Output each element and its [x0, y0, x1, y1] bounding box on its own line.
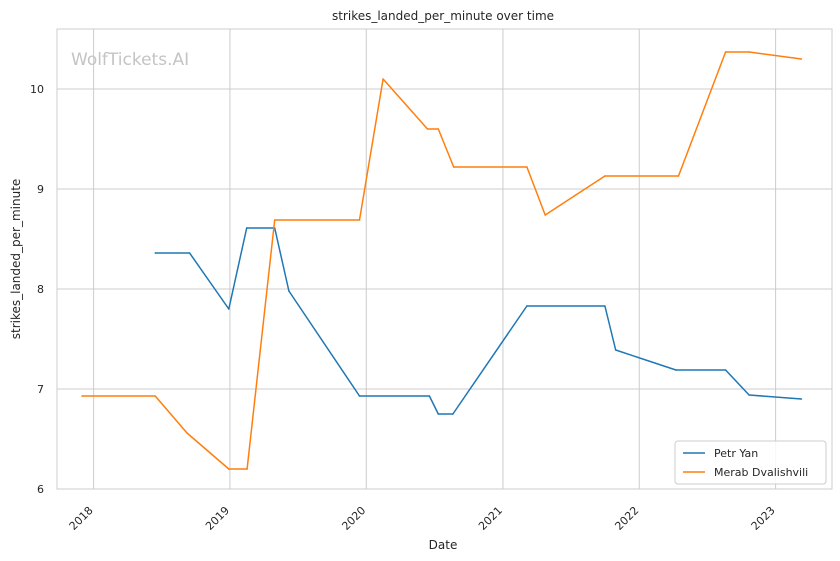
data-point	[288, 290, 290, 292]
x-tick-label: 2023	[749, 504, 778, 533]
data-point	[526, 305, 528, 307]
data-point	[188, 252, 191, 254]
data-point	[437, 413, 440, 415]
data-point	[246, 468, 248, 470]
grid	[57, 29, 832, 490]
y-tick-label: 7	[37, 383, 44, 396]
data-point	[614, 349, 617, 351]
data-point	[437, 128, 440, 130]
x-tick-label: 2022	[612, 504, 641, 533]
data-point	[273, 219, 276, 221]
data-point	[800, 58, 803, 60]
data-point	[428, 395, 431, 397]
data-point	[81, 395, 83, 397]
legend-box	[674, 440, 827, 485]
y-axis-label: strikes_landed_per_minute	[9, 179, 23, 340]
chart-title: strikes_landed_per_minute over time	[332, 9, 554, 23]
data-point	[677, 175, 680, 177]
data-point	[245, 227, 248, 229]
data-point	[452, 413, 454, 415]
y-tick-label: 10	[30, 83, 44, 96]
data-point	[526, 166, 528, 168]
legend-label-merab-dvalishvili: Merab Dvalishvili	[714, 466, 808, 479]
data-point	[382, 78, 384, 80]
y-tick-label: 8	[37, 283, 44, 296]
data-point	[724, 369, 727, 371]
data-point	[604, 305, 606, 307]
data-point	[748, 51, 750, 53]
watermark: WolfTickets.AI	[71, 50, 189, 70]
data-point	[604, 175, 606, 177]
x-axis-label: Date	[429, 538, 458, 552]
data-point	[228, 308, 230, 310]
data-point	[452, 166, 455, 168]
data-point	[800, 398, 803, 400]
y-tick-label: 9	[37, 183, 44, 196]
data-point	[154, 395, 157, 397]
data-point	[228, 468, 230, 470]
data-point	[154, 252, 157, 254]
x-tick-label: 2018	[67, 504, 96, 533]
x-tick-label: 2020	[339, 504, 368, 533]
y-tick-label: 6	[37, 483, 44, 496]
legend-label-petr-yan: Petr Yan	[714, 447, 758, 460]
legend: Petr Yan Merab Dvalishvili	[674, 440, 827, 485]
data-point	[748, 394, 750, 396]
series-line-merab-dvalishvili	[82, 51, 802, 470]
data-point	[724, 51, 727, 53]
series-lines	[81, 51, 803, 470]
x-tick-label: 2019	[203, 504, 232, 533]
data-point	[186, 432, 188, 434]
data-point	[544, 214, 546, 216]
data-point	[426, 128, 429, 130]
plot-area	[56, 28, 833, 490]
data-point	[358, 395, 361, 397]
data-point	[675, 369, 677, 371]
x-tick-label: 2021	[476, 504, 505, 533]
data-point	[358, 219, 361, 221]
